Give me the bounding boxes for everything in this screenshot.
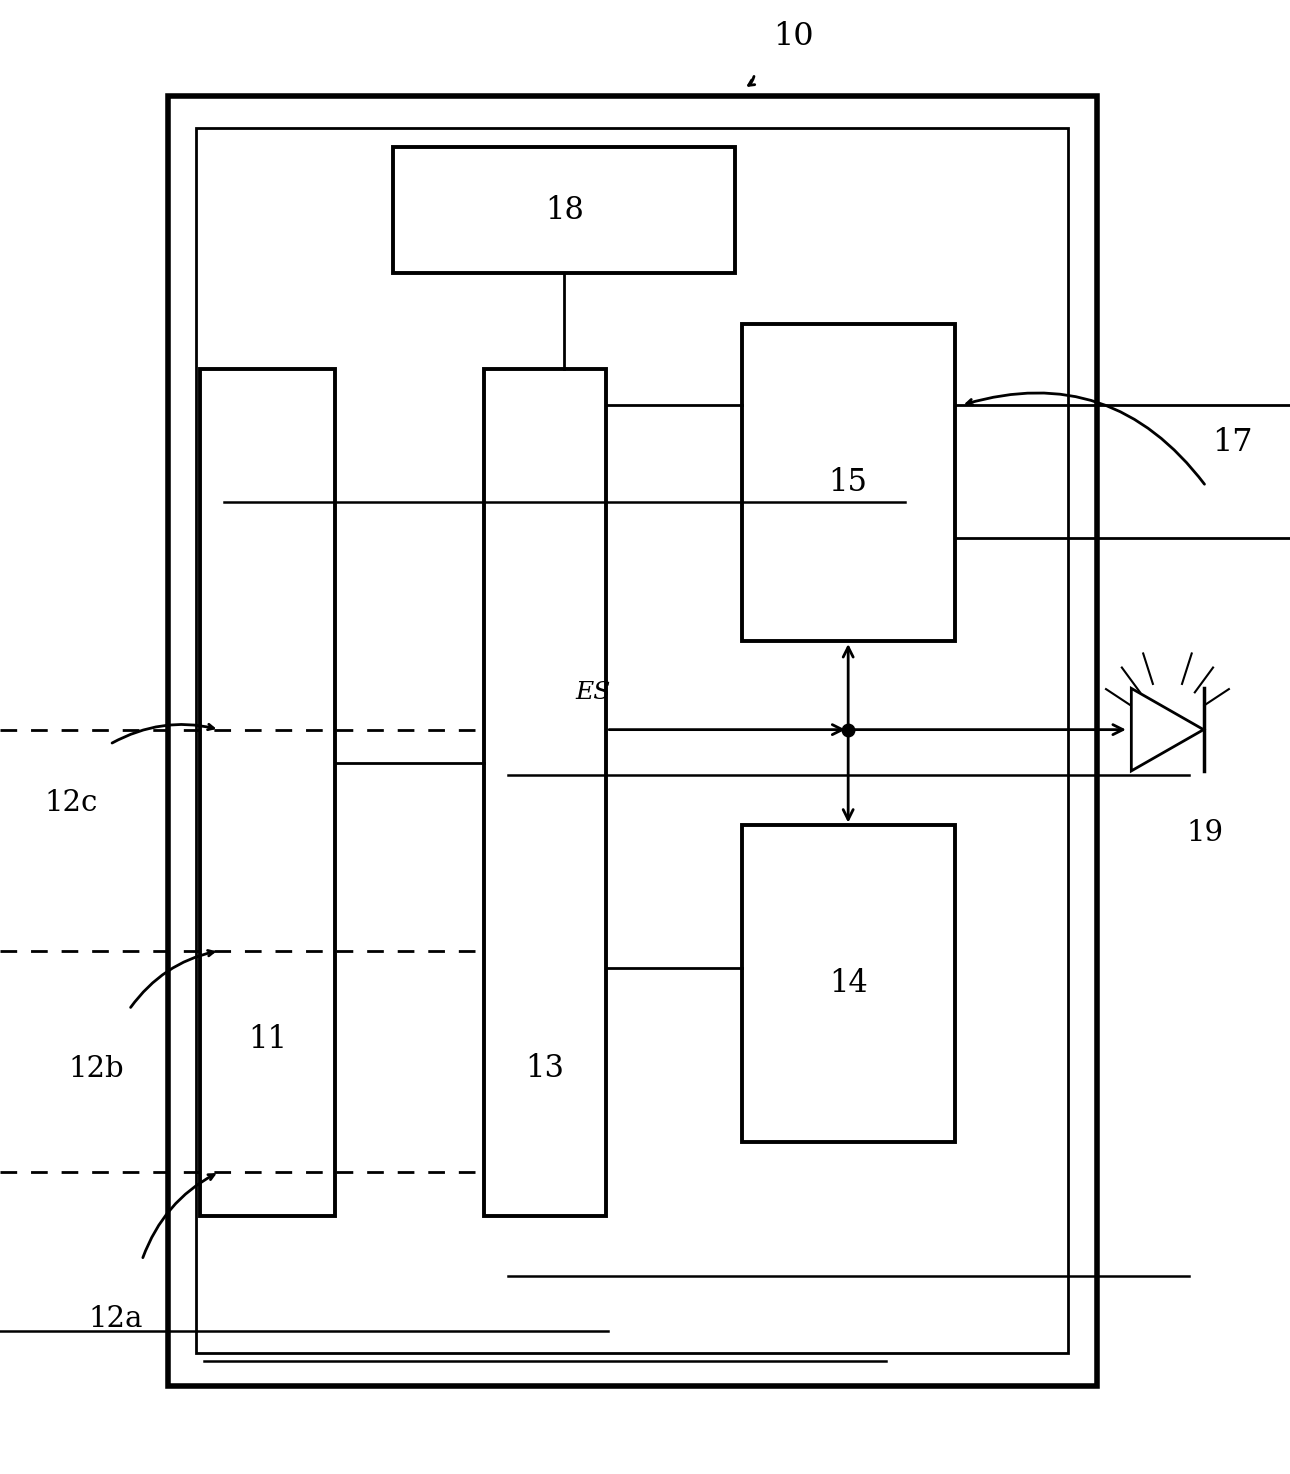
Text: 19: 19	[1187, 820, 1224, 846]
Text: 11: 11	[248, 1023, 288, 1055]
Text: 10: 10	[773, 21, 814, 53]
Polygon shape	[1131, 688, 1204, 771]
Text: 12c: 12c	[44, 790, 98, 817]
Bar	[200, 368, 335, 1216]
Bar	[393, 147, 735, 273]
Bar	[484, 368, 606, 1216]
Text: 14: 14	[828, 968, 868, 999]
Text: 13: 13	[525, 1052, 565, 1085]
Text: 12b: 12b	[68, 1055, 125, 1082]
Text: ES: ES	[575, 681, 611, 705]
Bar	[742, 324, 955, 641]
Text: 18: 18	[544, 195, 584, 226]
Text: 17: 17	[1213, 426, 1253, 458]
Text: 15: 15	[828, 467, 868, 498]
Bar	[168, 96, 1096, 1386]
Bar	[742, 825, 955, 1142]
Text: 12a: 12a	[89, 1306, 143, 1332]
Bar	[196, 128, 1068, 1353]
